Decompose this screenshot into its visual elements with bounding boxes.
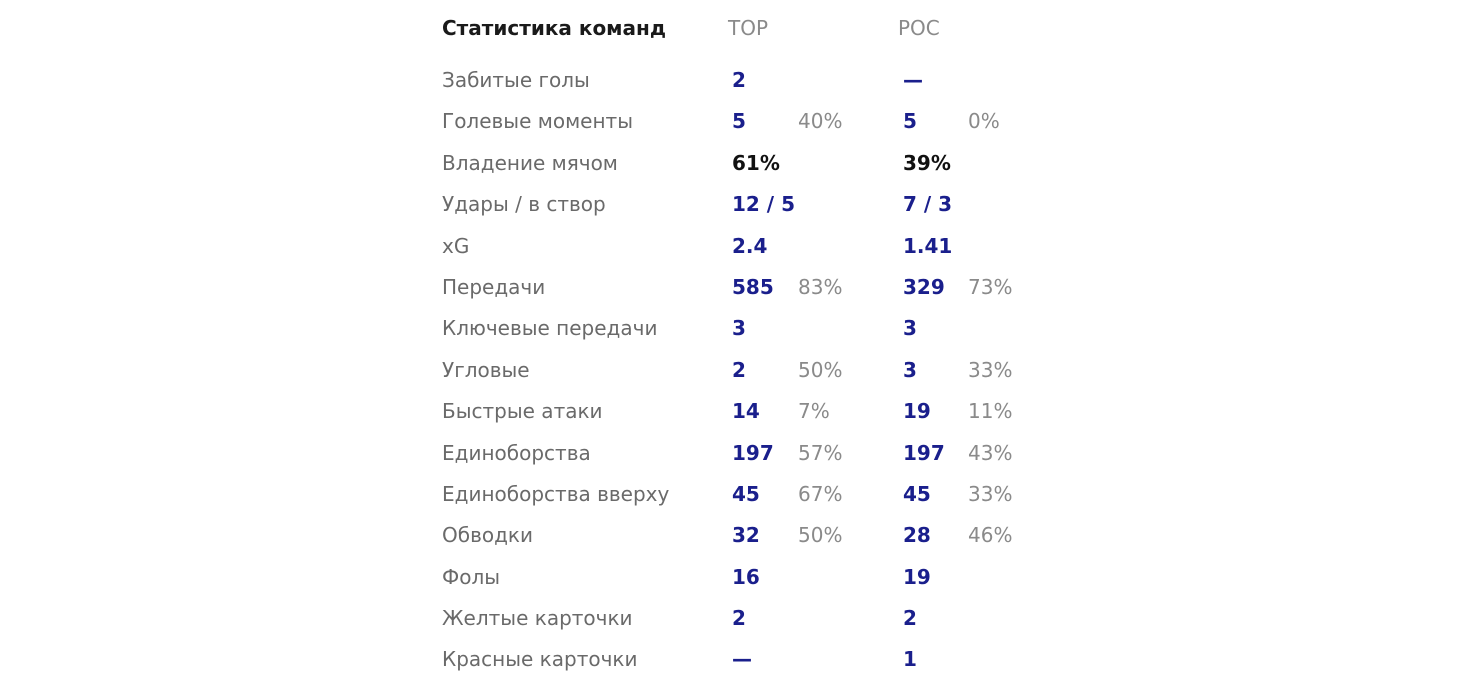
home-percent: 67% bbox=[798, 481, 843, 506]
away-percent: 73% bbox=[968, 274, 1013, 299]
away-team-name: POC bbox=[898, 16, 940, 40]
home-value: — bbox=[732, 647, 752, 672]
away-percent: 0% bbox=[968, 109, 1000, 134]
home-percent: 50% bbox=[798, 357, 843, 382]
away-value: 3 bbox=[903, 316, 917, 341]
stat-label: Быстрые атаки bbox=[442, 399, 603, 424]
away-value: 19 bbox=[903, 564, 931, 589]
stat-row-red-cards: Красные карточки — 1 bbox=[442, 639, 1062, 680]
home-percent: 7% bbox=[798, 399, 830, 424]
away-value: 1 bbox=[903, 647, 917, 672]
stat-row-key-passes: Ключевые передачи 3 3 bbox=[442, 308, 1062, 349]
stat-row-corners: Угловые 2 50% 3 33% bbox=[442, 350, 1062, 391]
away-value: 28 bbox=[903, 523, 931, 548]
stat-row-fast-attacks: Быстрые атаки 14 7% 19 11% bbox=[442, 391, 1062, 432]
stat-row-chances: Голевые моменты 5 40% 5 0% bbox=[442, 101, 1062, 142]
away-percent: 43% bbox=[968, 440, 1013, 465]
away-value: 5 bbox=[903, 109, 917, 134]
home-value: 45 bbox=[732, 481, 760, 506]
stat-row-duels: Единоборства 197 57% 197 43% bbox=[442, 433, 1062, 474]
away-percent: 33% bbox=[968, 481, 1013, 506]
stat-label: Красные карточки bbox=[442, 647, 638, 672]
away-value: 19 bbox=[903, 399, 931, 424]
away-percent: 46% bbox=[968, 523, 1013, 548]
stat-row-dribbles: Обводки 32 50% 28 46% bbox=[442, 515, 1062, 556]
home-percent: 40% bbox=[798, 109, 843, 134]
home-value: 197 bbox=[732, 440, 774, 465]
home-value: 14 bbox=[732, 399, 760, 424]
stat-row-goals: Забитые голы 2 — bbox=[442, 60, 1062, 101]
home-percent: 83% bbox=[798, 274, 843, 299]
home-value: 2 bbox=[732, 68, 746, 92]
stats-header: Статистика команд TOP POC bbox=[442, 0, 1062, 60]
stat-label: Удары / в створ bbox=[442, 192, 606, 217]
stat-row-possession: Владение мячом 61% 39% bbox=[442, 143, 1062, 184]
away-value: 7 / 3 bbox=[903, 192, 953, 217]
stat-row-fouls: Фолы 16 19 bbox=[442, 557, 1062, 598]
stat-row-aerial-duels: Единоборства вверху 45 67% 45 33% bbox=[442, 474, 1062, 515]
home-value: 5 bbox=[732, 109, 746, 134]
stat-label: Угловые bbox=[442, 357, 530, 382]
stat-label: Единоборства вверху bbox=[442, 481, 670, 506]
home-value: 585 bbox=[732, 274, 774, 299]
home-value: 61% bbox=[732, 150, 780, 175]
stat-label: Владение мячом bbox=[442, 150, 618, 175]
stat-label: Единоборства bbox=[442, 440, 591, 465]
team-stats-table: Статистика команд TOP POC Забитые голы 2… bbox=[442, 0, 1062, 681]
stat-label: Ключевые передачи bbox=[442, 316, 658, 341]
home-value: 2 bbox=[732, 357, 746, 382]
stat-label: Передачи bbox=[442, 274, 546, 299]
home-value: 2 bbox=[732, 606, 746, 631]
home-percent: 57% bbox=[798, 440, 843, 465]
home-team-name: TOP bbox=[728, 16, 769, 40]
stat-row-shots: Удары / в створ 12 / 5 7 / 3 bbox=[442, 184, 1062, 225]
away-percent: 33% bbox=[968, 357, 1013, 382]
home-value: 32 bbox=[732, 523, 760, 548]
stat-label: Забитые голы bbox=[442, 68, 590, 92]
away-value: 329 bbox=[903, 274, 945, 299]
stat-row-xg: xG 2.4 1.41 bbox=[442, 226, 1062, 267]
away-value: 2 bbox=[903, 606, 917, 631]
away-value: 45 bbox=[903, 481, 931, 506]
away-value: — bbox=[903, 68, 923, 92]
home-value: 12 / 5 bbox=[732, 192, 795, 217]
home-percent: 50% bbox=[798, 523, 843, 548]
away-value: 197 bbox=[903, 440, 945, 465]
stat-label: Желтые карточки bbox=[442, 606, 633, 631]
stat-label: Фолы bbox=[442, 564, 501, 589]
away-value: 1.41 bbox=[903, 233, 953, 258]
away-percent: 11% bbox=[968, 399, 1013, 424]
stat-row-yellow-cards: Желтые карточки 2 2 bbox=[442, 598, 1062, 639]
stat-label: Голевые моменты bbox=[442, 109, 633, 134]
home-value: 2.4 bbox=[732, 233, 768, 258]
home-value: 3 bbox=[732, 316, 746, 341]
stat-label: xG bbox=[442, 233, 470, 258]
stat-row-passes: Передачи 585 83% 329 73% bbox=[442, 267, 1062, 308]
stat-label: Обводки bbox=[442, 523, 534, 548]
away-value: 39% bbox=[903, 150, 951, 175]
home-value: 16 bbox=[732, 564, 760, 589]
stats-title: Статистика команд bbox=[442, 16, 666, 40]
away-value: 3 bbox=[903, 357, 917, 382]
